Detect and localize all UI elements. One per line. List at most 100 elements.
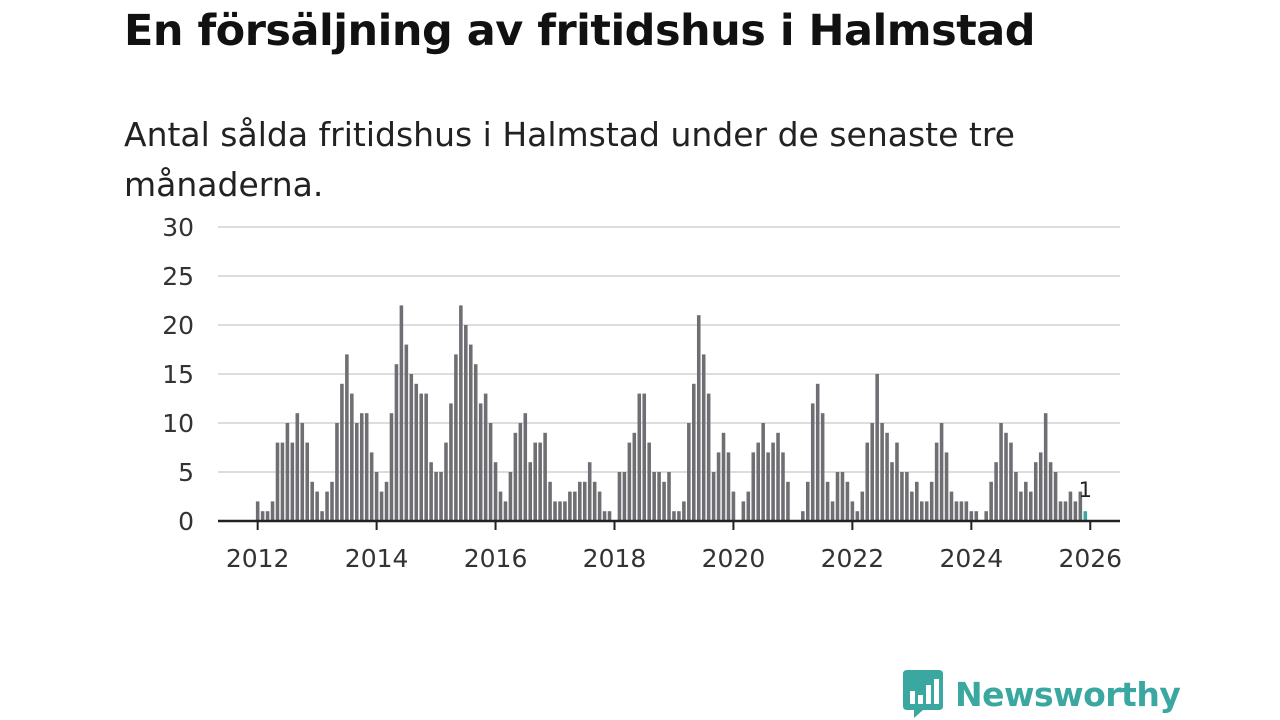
bar-157 — [1033, 462, 1038, 521]
bar-83 — [667, 472, 671, 521]
bar-149 — [994, 462, 998, 521]
bar-102 — [761, 423, 765, 521]
bar-12 — [315, 491, 319, 521]
bar-23 — [369, 452, 374, 521]
bar-74 — [622, 472, 627, 521]
bar-45 — [478, 403, 483, 521]
bar-105 — [776, 432, 780, 521]
chart-subtitle: Antal sålda fritidshus i Halmstad under … — [124, 115, 1015, 204]
bar-43 — [468, 344, 473, 521]
bar-106 — [781, 452, 785, 521]
bar-158 — [1038, 452, 1043, 521]
bar-2 — [265, 511, 270, 521]
bar-8 — [295, 413, 300, 521]
bar-27 — [389, 413, 394, 521]
bar-60 — [553, 501, 557, 521]
bar-84 — [672, 511, 676, 521]
bar-33 — [419, 393, 423, 521]
bar-11 — [310, 481, 314, 521]
bar-19 — [350, 393, 354, 521]
bar-10 — [305, 442, 310, 521]
bar-123 — [865, 442, 870, 521]
bar-153 — [1014, 472, 1018, 521]
chart-title: En försäljning av fritidshus i Halmstad — [124, 6, 1036, 56]
bar-161 — [1053, 472, 1058, 521]
bar-140 — [949, 491, 954, 521]
bar-127 — [885, 432, 889, 521]
bar-30 — [404, 344, 409, 521]
bar-122 — [860, 491, 865, 521]
bar-125 — [875, 374, 879, 521]
bar-126 — [880, 423, 884, 521]
bar-144 — [969, 511, 974, 521]
bar-128 — [890, 462, 894, 521]
bar-26 — [384, 481, 389, 521]
bar-70 — [602, 511, 607, 521]
y-tick-label-25: 25 — [162, 262, 194, 291]
bar-36 — [434, 472, 438, 521]
bar-107 — [786, 481, 790, 521]
bar-114 — [820, 413, 825, 521]
bar-29 — [399, 305, 404, 521]
bar-52 — [513, 432, 518, 521]
bar-155 — [1024, 481, 1028, 521]
x-tick-label-2018: 2018 — [583, 544, 647, 573]
bar-137 — [934, 442, 939, 521]
bar-150 — [999, 423, 1003, 521]
newsworthy-chart-bubble-icon — [903, 670, 943, 718]
bar-129 — [895, 442, 899, 521]
bar-116 — [830, 501, 835, 521]
bar-98 — [741, 501, 746, 521]
bar-167 — [1083, 511, 1088, 521]
bar-103 — [766, 452, 770, 521]
bar-75 — [627, 442, 632, 521]
bar-38 — [444, 442, 448, 521]
bar-25 — [379, 491, 384, 521]
bar-7 — [290, 442, 295, 521]
bar-142 — [959, 501, 964, 521]
bar-86 — [682, 501, 686, 521]
bar-151 — [1004, 432, 1008, 521]
bar-145 — [974, 511, 979, 521]
bar-143 — [964, 501, 969, 521]
bar-5 — [280, 442, 285, 521]
x-tick-label-2012: 2012 — [226, 544, 290, 573]
bar-44 — [473, 364, 478, 521]
bar-28 — [394, 364, 399, 521]
bar-51 — [508, 472, 513, 521]
bar-56 — [533, 442, 537, 521]
bar-71 — [607, 511, 612, 521]
bar-55 — [528, 462, 533, 521]
bar-14 — [325, 491, 329, 521]
bar-1 — [260, 511, 265, 521]
bar-89 — [696, 315, 701, 521]
bar-101 — [756, 442, 760, 521]
y-tick-label-20: 20 — [162, 311, 194, 340]
bar-32 — [414, 383, 419, 521]
bar-99 — [746, 491, 751, 521]
bar-58 — [543, 432, 547, 521]
bar-4 — [275, 442, 280, 521]
bar-22 — [364, 413, 369, 521]
bar-81 — [657, 472, 661, 521]
bar-119 — [845, 481, 850, 521]
bar-165 — [1073, 501, 1078, 521]
bar-138 — [939, 423, 944, 521]
bar-65 — [578, 481, 582, 521]
bar-0 — [255, 501, 260, 521]
bar-111 — [805, 481, 810, 521]
bar-39 — [449, 403, 453, 521]
bar-131 — [905, 472, 909, 521]
bar-48 — [493, 462, 498, 521]
x-tick-label-2026: 2026 — [1058, 544, 1122, 573]
bar-88 — [692, 383, 696, 521]
bar-148 — [989, 481, 993, 521]
bar-37 — [439, 472, 443, 521]
bar-66 — [582, 481, 587, 521]
bar-121 — [855, 511, 860, 521]
bar-164 — [1068, 491, 1073, 521]
bar-100 — [751, 452, 756, 521]
bar-104 — [771, 442, 775, 521]
bar-69 — [597, 491, 602, 521]
bar-47 — [488, 423, 493, 521]
